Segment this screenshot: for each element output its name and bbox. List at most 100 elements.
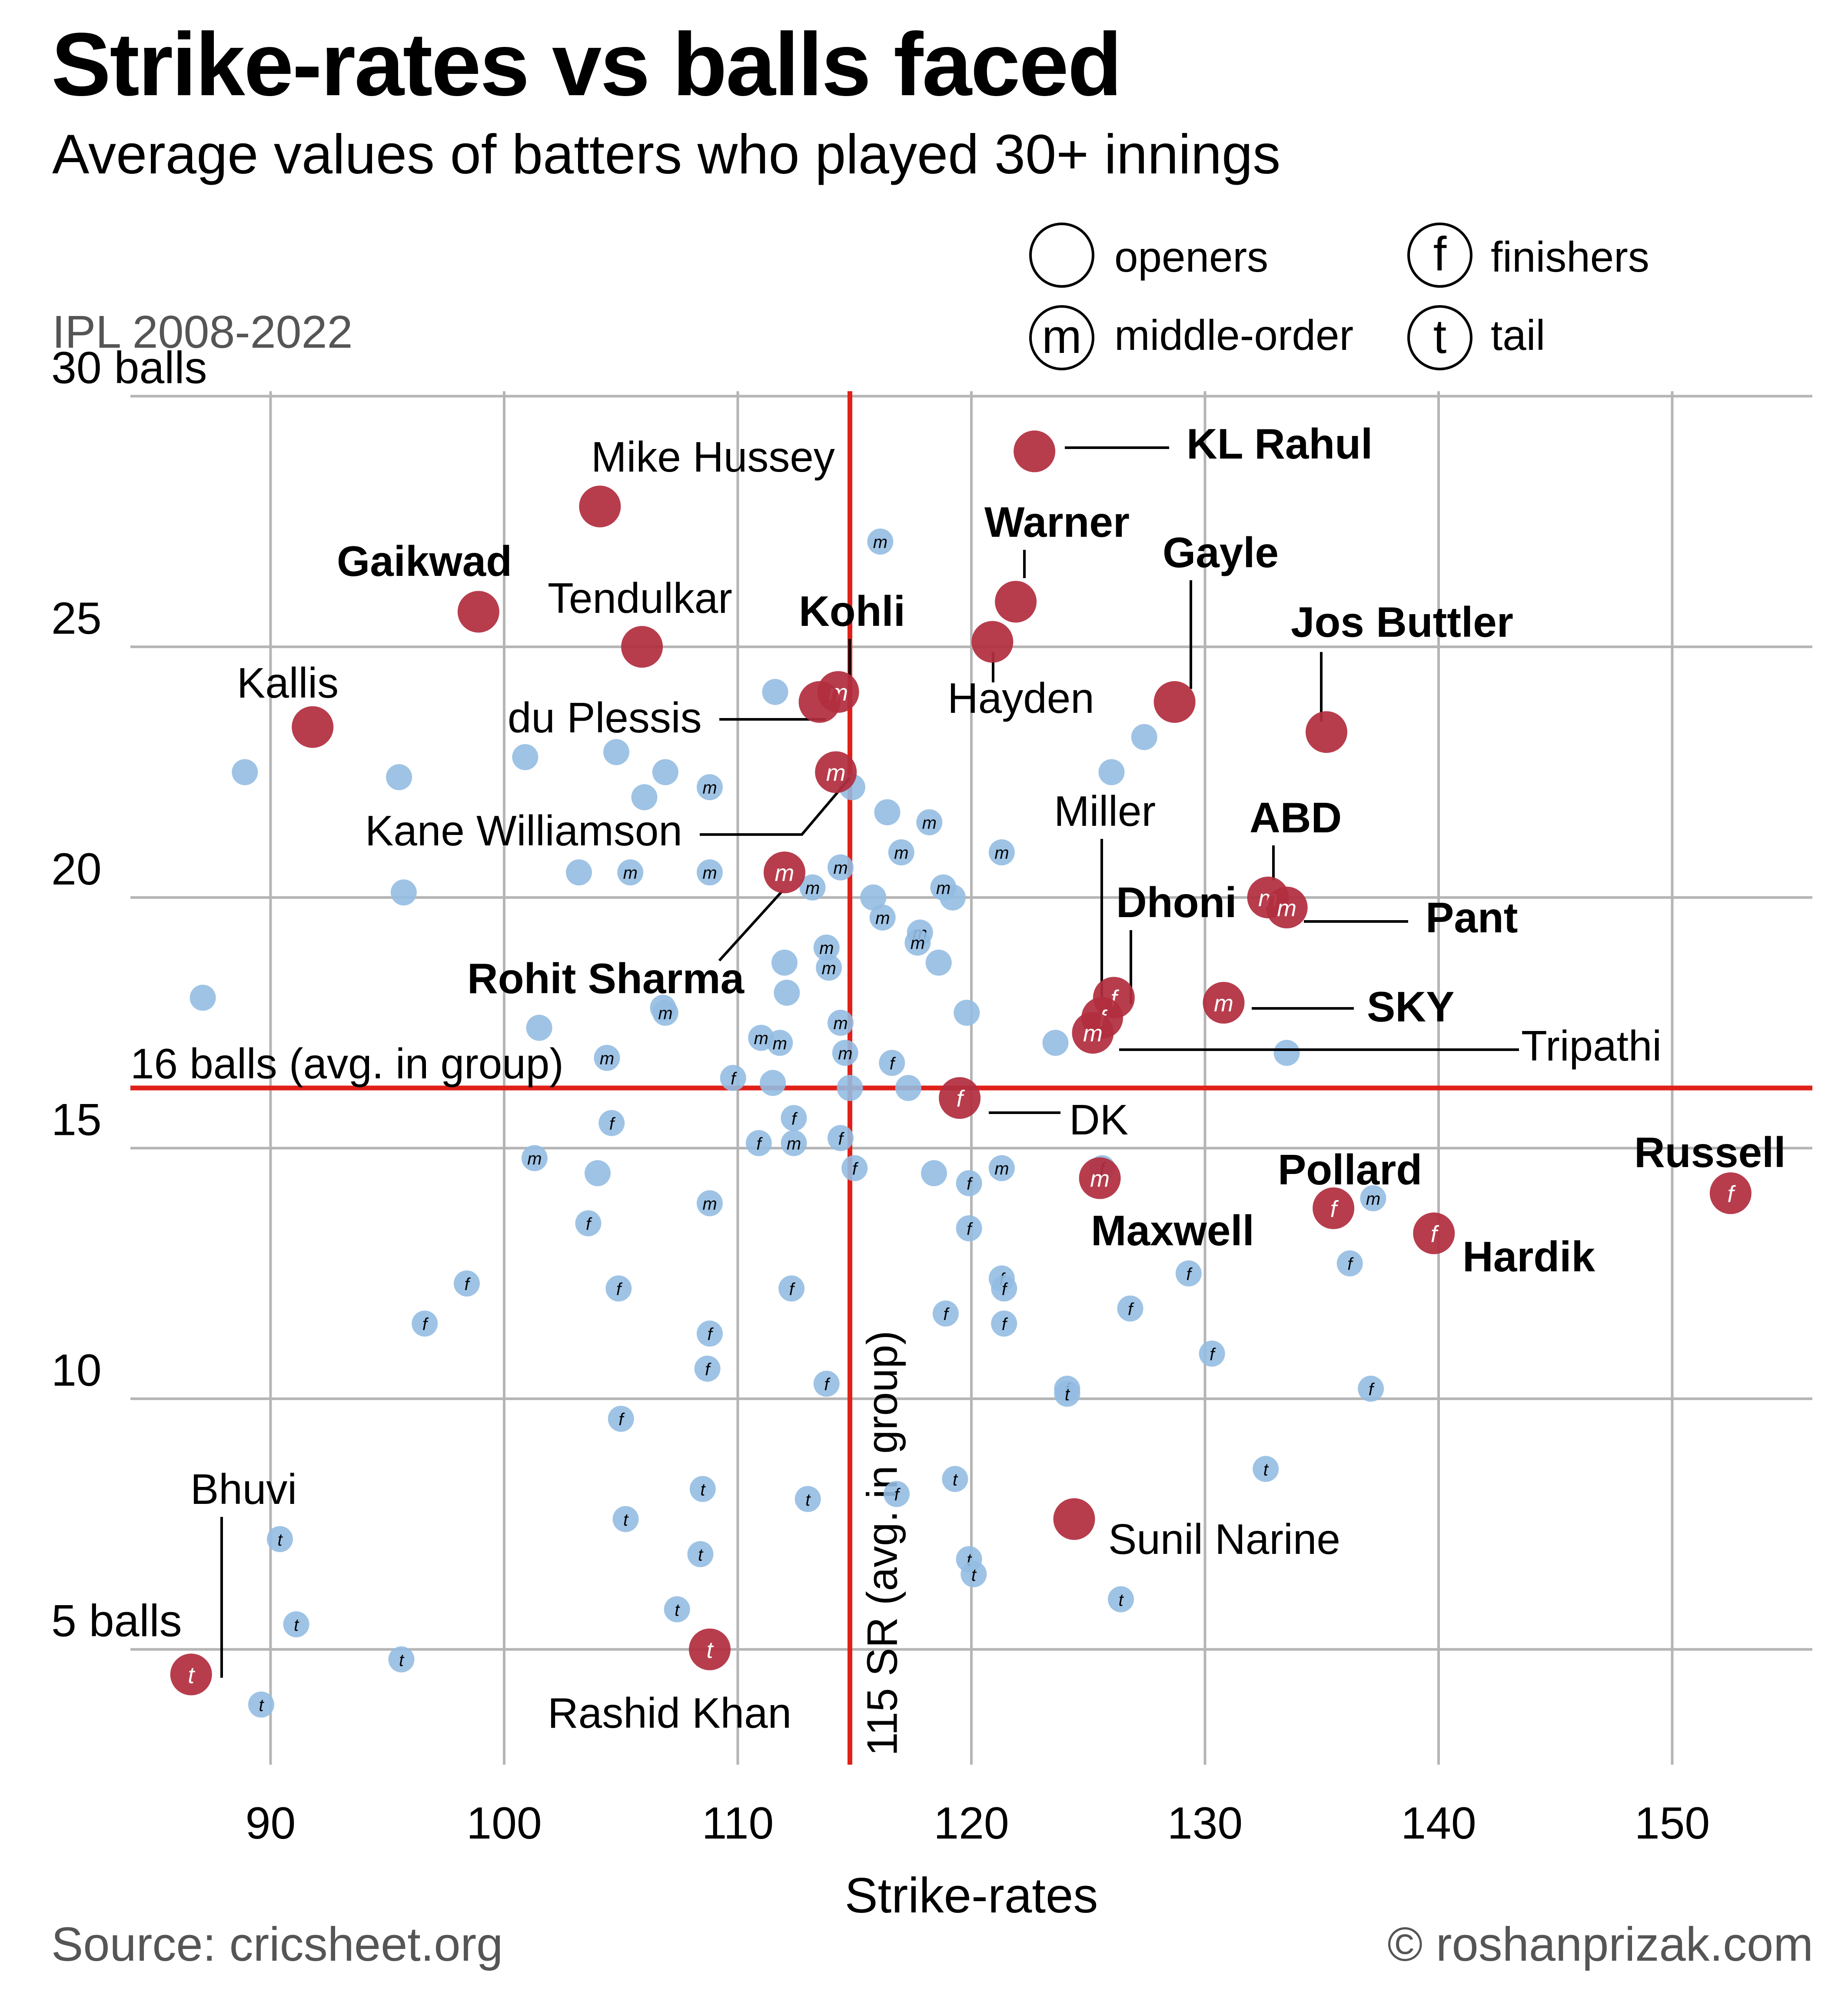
x-tick-label: 150 <box>1635 1798 1710 1849</box>
batter-point <box>895 1075 921 1101</box>
batter-point <box>1175 1260 1202 1287</box>
y-tick-label: 20 <box>51 844 102 895</box>
batter-point <box>608 1406 634 1432</box>
x-tick-label: 100 <box>466 1798 542 1849</box>
batter-point <box>956 1215 982 1241</box>
label-sky: SKY <box>1367 983 1455 1031</box>
highlighted-batters: mmmmmffmmfmffftt <box>170 430 1752 1696</box>
label-rashid-khan: Rashid Khan <box>548 1689 791 1737</box>
batter-point <box>1054 1380 1080 1407</box>
role-marker: m <box>805 879 820 898</box>
batter-point <box>390 879 417 906</box>
point-maxwell <box>1079 1157 1121 1199</box>
batter-point <box>566 859 592 886</box>
label-kallis: Kallis <box>237 659 339 707</box>
legend-opener-symbol <box>1029 223 1094 288</box>
point-kane-williamson <box>815 751 857 793</box>
label-gaikwad: Gaikwad <box>337 537 512 585</box>
batter-point <box>828 1010 854 1036</box>
batter-point <box>512 744 538 770</box>
batter-point <box>664 1596 690 1623</box>
label-dk: DK <box>1069 1096 1128 1144</box>
point-du-plessis <box>798 681 841 723</box>
batter-point <box>956 1170 982 1197</box>
batter-labels: KL Rahul Mike Hussey Gaikwad Tendulkar Warne… <box>190 420 1786 1737</box>
role-marker: t <box>294 1616 299 1635</box>
batter-point <box>694 1355 721 1382</box>
batter-point <box>932 1300 959 1327</box>
point-dk <box>939 1077 981 1119</box>
batter-point <box>1042 1030 1069 1056</box>
label-leaders <box>220 446 1519 1678</box>
legend-tail-label: tail <box>1491 311 1546 359</box>
axis-labels: 90 100 110 120 130 140 150 5 balls 10 15 20 25 30 ba… <box>51 343 1710 1923</box>
balls-reference-label: 16 balls (avg. in group) <box>130 1040 564 1087</box>
batter-point <box>767 1030 793 1056</box>
point-hardik <box>1413 1212 1455 1254</box>
role-marker: t <box>277 1530 283 1550</box>
batter-point <box>652 1000 678 1026</box>
point-jos-buttler <box>1306 711 1347 753</box>
role-marker-rashid-khan: t <box>706 1637 714 1663</box>
reference-lines: 115 SR (avg. in group) 16 balls (avg. in … <box>130 391 1812 1765</box>
role-marker: m <box>600 1049 614 1068</box>
point-tripathi <box>1072 1012 1114 1054</box>
batter-point <box>598 1110 625 1136</box>
batter-point <box>1117 1295 1143 1322</box>
source-note: Source: cricsheet.org <box>51 1918 503 1971</box>
legend-finisher-label: finishers <box>1491 233 1649 281</box>
batter-point <box>617 859 644 886</box>
label-du-plessis: du Plessis <box>508 694 702 742</box>
batter-point <box>575 1210 602 1237</box>
point-bhuvi <box>170 1653 212 1696</box>
role-marker-tripathi: m <box>1083 1021 1103 1047</box>
point-sunil-narine <box>1053 1498 1095 1540</box>
batter-point <box>689 1476 716 1502</box>
x-tick-label: 90 <box>246 1798 296 1849</box>
batter-point <box>816 954 842 981</box>
batter-point <box>774 979 800 1006</box>
batter-point <box>603 739 629 765</box>
batter-point <box>697 859 723 886</box>
point-pollard <box>1313 1187 1355 1229</box>
label-mike-hussey: Mike Hussey <box>591 433 835 481</box>
legend-tail-symbol: t <box>1407 305 1472 370</box>
batter-point <box>283 1611 309 1638</box>
role-marker: m <box>658 1004 672 1023</box>
y-tick-label: 15 <box>51 1094 102 1145</box>
batter-point <box>888 839 914 866</box>
batter-point <box>585 1160 611 1187</box>
y-tick-label: 10 <box>51 1345 102 1396</box>
batter-point <box>697 774 723 801</box>
role-marker: t <box>698 1546 704 1565</box>
batter-point <box>720 1065 746 1091</box>
batter-point <box>841 1155 868 1181</box>
label-hardik: Hardik <box>1462 1233 1595 1280</box>
role-marker: m <box>623 864 638 883</box>
role-marker: m <box>936 879 951 898</box>
point-tendulkar <box>621 626 663 668</box>
batter-point <box>248 1691 274 1718</box>
x-tick-label: 140 <box>1401 1798 1476 1849</box>
batter-point <box>1131 724 1157 750</box>
label-tripathi: Tripathi <box>1521 1022 1662 1070</box>
role-marker-pant: m <box>1277 895 1296 921</box>
batter-point <box>781 1105 807 1131</box>
role-marker: m <box>702 778 717 798</box>
label-pollard: Pollard <box>1278 1146 1422 1194</box>
batter-point <box>904 929 931 956</box>
batter-point <box>828 1125 854 1151</box>
role-marker-dk: f <box>957 1086 965 1112</box>
batter-point <box>697 1320 723 1347</box>
batter-point <box>991 1275 1017 1302</box>
role-marker: m <box>994 1160 1009 1179</box>
batter-point <box>925 949 952 976</box>
leader-kane-williamson <box>700 777 851 836</box>
role-marker: t <box>1065 1385 1070 1404</box>
role-marker-rohit-sharma: m <box>775 860 794 886</box>
batter-point <box>961 1561 987 1587</box>
y-tick-label: 25 <box>51 593 102 644</box>
role-marker: m <box>754 1029 768 1048</box>
label-abd: ABD <box>1250 794 1342 841</box>
batter-point <box>1358 1376 1384 1402</box>
